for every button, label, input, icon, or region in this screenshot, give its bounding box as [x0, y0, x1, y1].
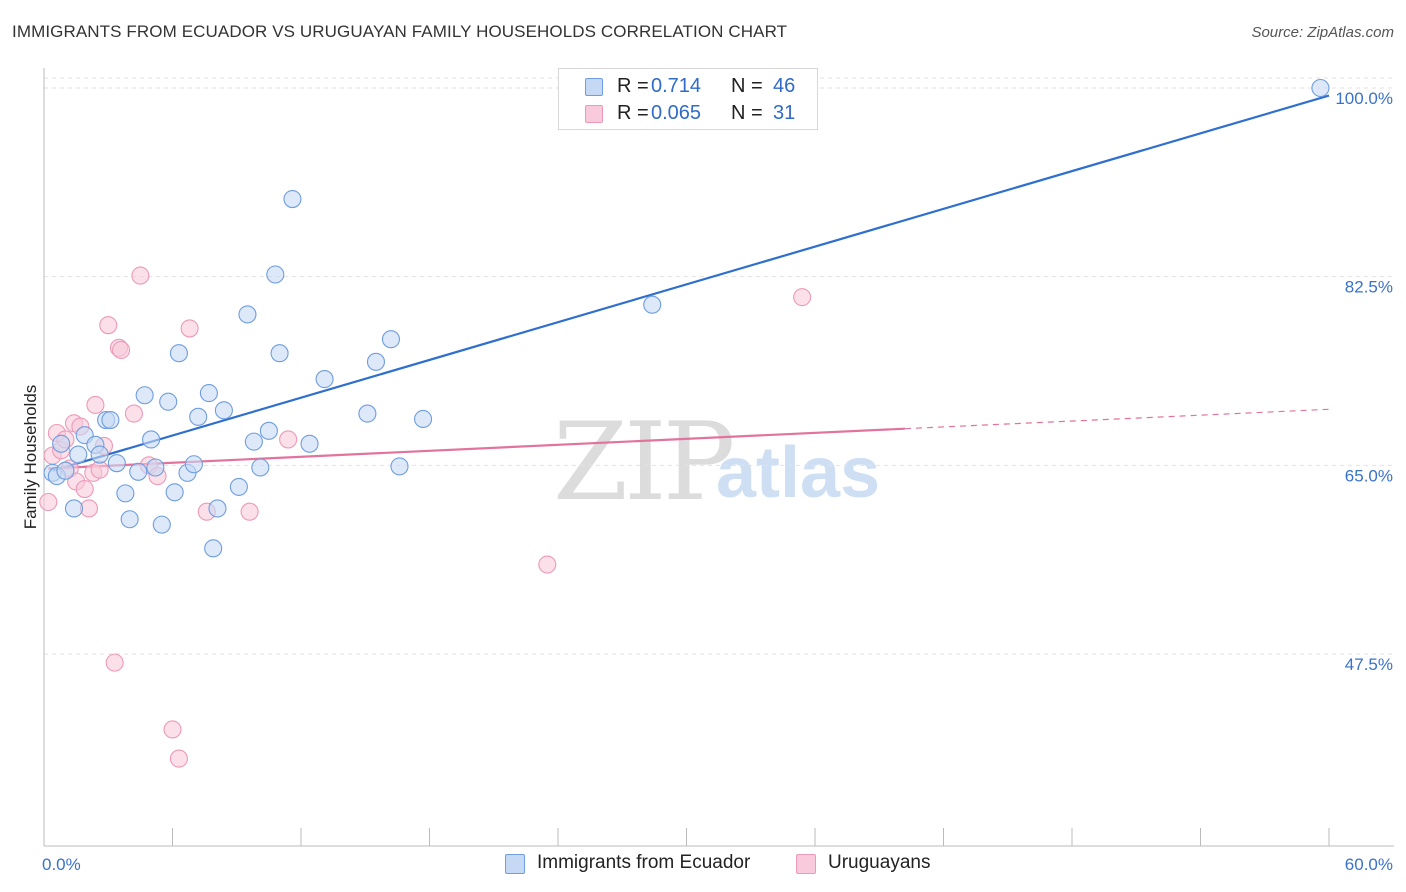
- trend-line-uruguayans-extension: [904, 408, 1330, 430]
- point-ecuador: [159, 392, 178, 411]
- point-ecuador: [52, 434, 71, 453]
- y-tick-label: 47.5%: [1345, 655, 1393, 674]
- point-ecuador: [129, 462, 148, 481]
- point-uruguayans: [90, 460, 109, 479]
- n-value: 31: [773, 102, 796, 124]
- point-ecuador: [101, 411, 120, 430]
- point-ecuador: [381, 330, 401, 349]
- point-ecuador: [1311, 78, 1330, 98]
- point-uruguayans: [240, 502, 259, 521]
- point-ecuador: [270, 344, 289, 363]
- point-ecuador: [358, 404, 377, 423]
- point-uruguayans: [99, 316, 118, 335]
- point-ecuador: [56, 461, 75, 480]
- point-ecuador: [244, 432, 263, 451]
- legend-label-uruguayans: Uruguayans: [828, 852, 931, 873]
- point-ecuador: [251, 458, 270, 477]
- point-ecuador: [366, 352, 386, 371]
- legend-label-ecuador: Immigrants from Ecuador: [537, 852, 751, 873]
- legend-swatch-blue: [585, 78, 603, 96]
- point-ecuador: [64, 499, 84, 518]
- point-ecuador: [390, 457, 409, 476]
- point-ecuador: [315, 370, 334, 389]
- point-uruguayans: [793, 288, 812, 307]
- point-ecuador: [69, 445, 88, 464]
- point-uruguayans: [39, 492, 58, 512]
- point-ecuador: [283, 189, 302, 209]
- point-ecuador: [266, 265, 285, 284]
- point-ecuador: [229, 477, 248, 496]
- x-tick-label: 60.0%: [1345, 855, 1393, 874]
- point-uruguayans: [112, 340, 131, 360]
- point-uruguayans: [131, 266, 150, 285]
- point-ecuador: [165, 483, 184, 502]
- point-ecuador: [146, 458, 165, 477]
- source-label: Source: ZipAtlas.com: [1251, 24, 1394, 41]
- point-ecuador: [120, 510, 139, 529]
- point-ecuador: [142, 430, 161, 449]
- point-uruguayans: [124, 404, 143, 423]
- point-uruguayans: [180, 319, 199, 338]
- point-uruguayans: [163, 720, 182, 739]
- r-label: R =: [617, 102, 649, 124]
- point-ecuador: [238, 305, 257, 324]
- legend-swatch-blue: [505, 854, 525, 874]
- point-ecuador: [300, 434, 319, 453]
- legend-swatch-pink: [585, 105, 603, 123]
- correlation-legend: R = 0.714 N = 46 R = 0.065 N = 31: [558, 68, 818, 130]
- n-label: N =: [731, 75, 763, 97]
- n-label: N =: [731, 102, 763, 124]
- point-ecuador: [414, 409, 433, 429]
- r-label: R =: [617, 75, 649, 97]
- point-ecuador: [204, 539, 223, 558]
- y-tick-label: 65.0%: [1345, 466, 1393, 485]
- point-uruguayans: [538, 555, 557, 574]
- chart-title: IMMIGRANTS FROM ECUADOR VS URUGUAYAN FAM…: [12, 22, 788, 41]
- n-value: 46: [773, 75, 796, 97]
- point-ecuador: [184, 455, 203, 474]
- point-ecuador: [107, 454, 126, 473]
- watermark-zip: ZIP: [553, 400, 735, 525]
- trend-line-ecuador: [52, 94, 1330, 472]
- r-value: 0.065: [651, 102, 702, 124]
- point-ecuador: [116, 484, 135, 503]
- point-ecuador: [643, 295, 662, 314]
- y-tick-label: 82.5%: [1345, 278, 1393, 297]
- x-tick-label: 0.0%: [42, 855, 81, 874]
- point-ecuador: [259, 421, 278, 440]
- point-uruguayans: [75, 480, 94, 499]
- y-tick-label: 100.0%: [1335, 89, 1393, 108]
- point-ecuador: [199, 384, 218, 403]
- point-ecuador: [189, 407, 208, 426]
- y-axis-label: Family Households: [21, 385, 40, 530]
- point-uruguayans: [105, 653, 124, 672]
- legend-swatch-pink: [796, 854, 816, 874]
- point-uruguayans: [279, 430, 298, 449]
- watermark-atlas: atlas: [716, 433, 881, 513]
- point-ecuador: [152, 515, 171, 534]
- point-ecuador: [214, 401, 233, 420]
- point-ecuador: [90, 445, 109, 464]
- point-uruguayans: [169, 749, 188, 768]
- point-ecuador: [169, 344, 188, 363]
- point-uruguayans: [86, 395, 105, 415]
- point-ecuador: [208, 499, 227, 518]
- point-ecuador: [135, 386, 154, 405]
- r-value: 0.714: [651, 75, 702, 97]
